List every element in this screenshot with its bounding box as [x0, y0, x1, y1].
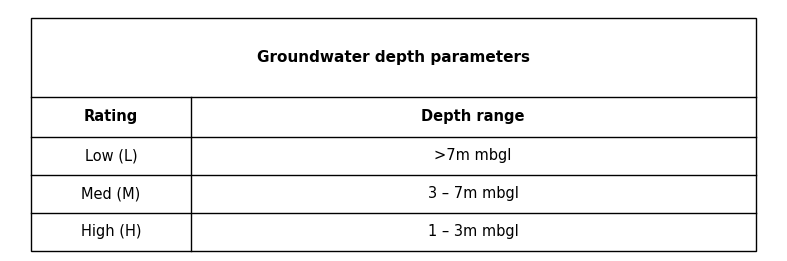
Text: 3 – 7m mbgl: 3 – 7m mbgl — [427, 186, 519, 201]
Text: High (H): High (H) — [81, 224, 142, 239]
Text: Depth range: Depth range — [421, 109, 525, 124]
Text: 1 – 3m mbgl: 1 – 3m mbgl — [428, 224, 519, 239]
Text: >7m mbgl: >7m mbgl — [434, 149, 512, 163]
Text: Rating: Rating — [84, 109, 139, 124]
Text: Low (L): Low (L) — [85, 149, 138, 163]
Text: Med (M): Med (M) — [82, 186, 141, 201]
Bar — [31, 18, 756, 251]
Text: Groundwater depth parameters: Groundwater depth parameters — [257, 50, 530, 65]
